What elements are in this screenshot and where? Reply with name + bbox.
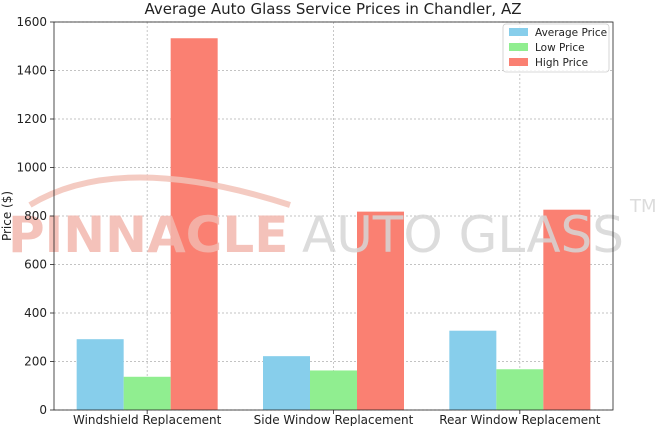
watermark-brand: PINNACLE	[8, 206, 288, 264]
x-tick-label: Windshield Replacement	[73, 413, 222, 426]
x-tick-label: Side Window Replacement	[254, 413, 414, 426]
bar-low-price	[123, 376, 171, 410]
y-tick-label: 1600	[16, 15, 47, 29]
bars	[76, 38, 591, 411]
bar-high-price	[357, 211, 404, 410]
watermark-tm: TM	[629, 196, 657, 217]
legend: Average Price Low Price High Price	[502, 23, 610, 73]
watermark: PINNACLE AUTO GLASS TM	[8, 174, 657, 264]
legend-label: Average Price	[535, 27, 607, 39]
y-tick-label: 800	[24, 209, 47, 223]
legend-label: Low Price	[535, 42, 585, 54]
y-tick-label: 1200	[16, 112, 47, 126]
y-tick-label: 200	[24, 355, 47, 369]
bar-low-price	[496, 369, 544, 410]
bar-high-price	[170, 38, 218, 411]
legend-swatch	[509, 58, 528, 66]
y-tick-label: 1400	[16, 64, 47, 78]
watermark-name: AUTO GLASS	[302, 206, 624, 264]
chart-title: Average Auto Glass Service Prices in Cha…	[145, 0, 522, 18]
bar-average-price	[263, 356, 310, 410]
bar-average-price	[449, 330, 497, 410]
legend-swatch	[509, 28, 528, 36]
legend-label: High Price	[535, 57, 588, 69]
watermark-swoosh	[28, 174, 291, 208]
x-tick-label: Rear Window Replacement	[439, 413, 601, 426]
y-tick-label: 1000	[16, 161, 47, 175]
y-tick-label: 0	[39, 403, 47, 417]
legend-box	[502, 23, 610, 73]
y-axis-ticks: 0 200 400 600 800 1000 1200 1400 1600	[16, 15, 54, 417]
legend-swatch	[509, 43, 528, 51]
bar-high-price	[543, 209, 591, 410]
y-tick-label: 600	[24, 258, 47, 272]
x-axis-ticks: Windshield Replacement Side Window Replac…	[73, 410, 601, 426]
y-tick-label: 400	[24, 306, 47, 320]
bar-low-price	[310, 370, 357, 410]
y-axis-label: Price ($)	[0, 191, 14, 241]
bar-average-price	[76, 339, 124, 410]
